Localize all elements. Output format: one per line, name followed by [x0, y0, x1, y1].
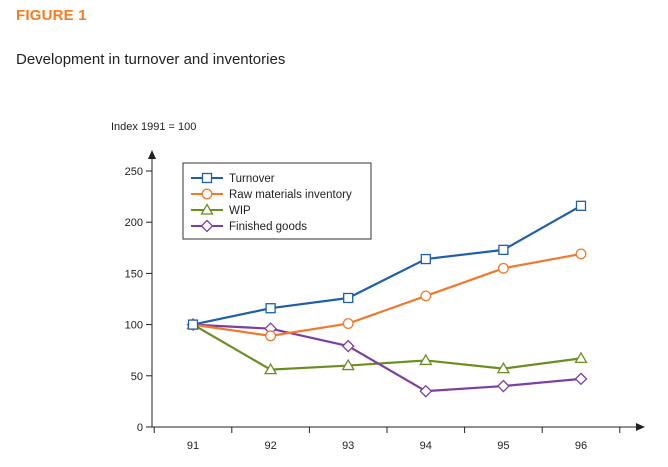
- x-tick-label: 94: [420, 440, 432, 452]
- data-point: [497, 262, 509, 274]
- y-tick-label: 200: [125, 217, 143, 229]
- data-point: [575, 248, 587, 260]
- y-tick-label: 100: [125, 320, 143, 332]
- x-tick-label: 96: [575, 440, 587, 452]
- legend-label: Turnover: [229, 173, 275, 185]
- y-tick-label: 0: [137, 422, 143, 434]
- y-tick-label: 50: [131, 371, 143, 383]
- x-tick-label: 93: [342, 440, 354, 452]
- data-point: [496, 361, 511, 374]
- data-point: [575, 200, 587, 211]
- figure-label: FIGURE 1: [16, 7, 87, 24]
- series-finished-goods: [186, 318, 588, 398]
- series-line: [192, 252, 582, 337]
- x-axis-arrow: [636, 423, 645, 431]
- legend-item: Raw materials inventory: [191, 188, 352, 201]
- data-point: [496, 379, 510, 393]
- legend-item: Finished goods: [191, 219, 307, 233]
- data-point: [419, 384, 433, 398]
- series-line: [192, 323, 582, 393]
- x-tick-label: 95: [497, 440, 509, 452]
- legend-marker: [201, 188, 213, 200]
- y-tick-label: 150: [125, 268, 143, 280]
- y-tick-label: 250: [125, 166, 143, 178]
- series-line: [192, 323, 582, 371]
- data-point: [498, 244, 509, 255]
- chart-series: [186, 200, 588, 398]
- legend-marker: [200, 219, 214, 233]
- x-tick-label: 91: [187, 440, 199, 452]
- chart-axes: 0 50 100 150 200 250 91 92 93 94 95 96: [125, 150, 645, 452]
- chart-legend: Turnover Raw materials inventory WIP Finish…: [182, 162, 372, 240]
- data-point: [187, 319, 199, 330]
- series-line: [192, 204, 582, 326]
- legend-label: WIP: [229, 205, 251, 217]
- legend-label: Finished goods: [229, 221, 307, 233]
- data-point: [341, 339, 355, 353]
- legend-item: Turnover: [191, 172, 275, 185]
- data-point: [419, 353, 433, 366]
- x-tick-label: 92: [264, 440, 276, 452]
- data-point: [263, 362, 278, 375]
- data-point: [343, 292, 354, 304]
- data-point: [420, 290, 432, 302]
- chart-title: Development in turnover and inventories: [16, 51, 286, 68]
- data-point: [574, 351, 588, 364]
- legend-item: WIP: [191, 203, 251, 217]
- data-point: [341, 358, 355, 371]
- series-wip: [186, 317, 588, 375]
- data-point: [342, 318, 354, 330]
- data-point: [574, 372, 588, 386]
- y-axis-label: Index 1991 = 100: [111, 121, 197, 133]
- legend-label: Raw materials inventory: [229, 189, 352, 201]
- legend-marker: [200, 203, 214, 215]
- legend-marker: [201, 172, 213, 184]
- series-turnover: [187, 200, 587, 330]
- data-point: [420, 253, 431, 265]
- data-point: [265, 303, 276, 314]
- data-point: [265, 330, 277, 342]
- y-axis-arrow: [148, 150, 156, 159]
